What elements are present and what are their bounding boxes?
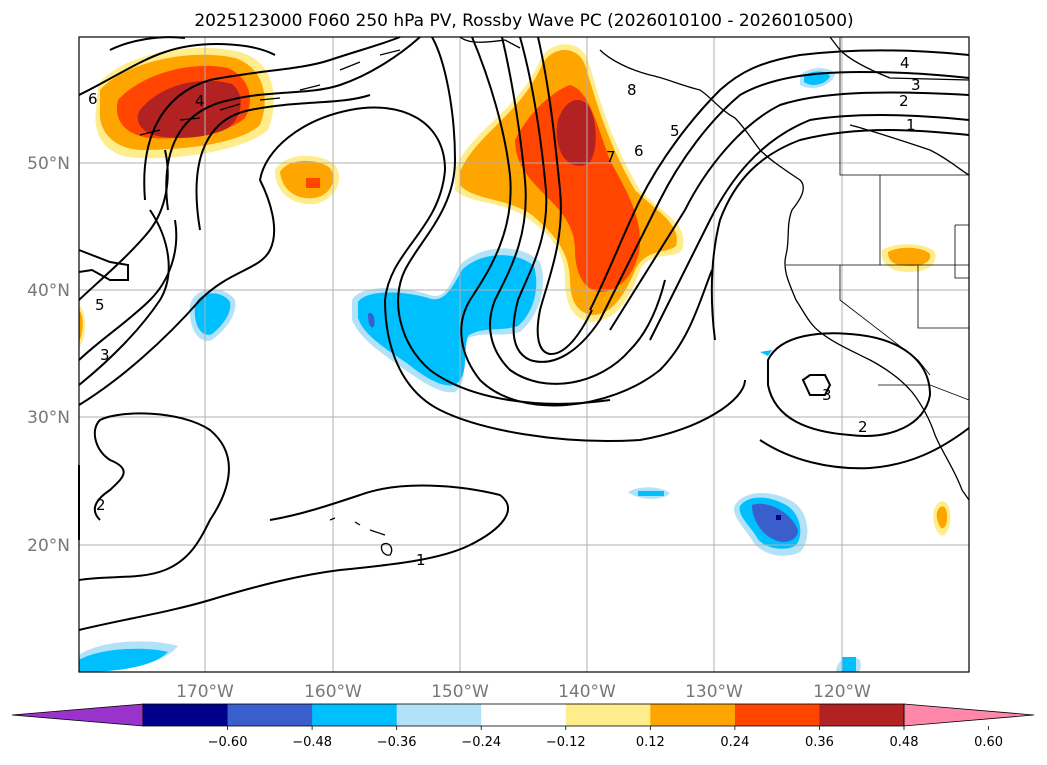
- lon-label: 130°W: [685, 682, 743, 702]
- colorbar-segment: [312, 704, 398, 726]
- colorbar-tick-label: −0.36: [377, 735, 417, 750]
- colorbar-segment: [481, 704, 567, 726]
- warm-anomaly-small-central: [275, 155, 339, 205]
- contour-label: 1: [906, 116, 916, 134]
- contour-label: 6: [634, 142, 644, 160]
- figure-title: 2025123000 F060 250 hPa PV, Rossby Wave …: [194, 11, 853, 31]
- lat-label: 20°N: [27, 536, 70, 556]
- contour-label: 2: [96, 496, 106, 514]
- contour-label-group: 6 4 8 7 6 5 4 3 2 1 5 3 2 1 3 2: [88, 54, 921, 569]
- colorbar-tick-label: −0.24: [461, 735, 501, 750]
- warm-anomaly-nw-pacific: [95, 47, 274, 159]
- lon-label: 120°W: [813, 682, 871, 702]
- lon-label: 170°W: [176, 682, 234, 702]
- colorbar-segment: [396, 704, 482, 726]
- lat-label: 30°N: [27, 408, 70, 428]
- contour-label: 6: [88, 90, 98, 108]
- contour-label: 1: [416, 551, 426, 569]
- colorbar-tick-label: −0.12: [546, 735, 586, 750]
- warm-anomaly-baja: [933, 501, 951, 536]
- colorbar: −0.60 −0.48 −0.36 −0.24 −0.12 0.12 0.24 0.36 0.4…: [11, 703, 1035, 750]
- contour-label: 2: [858, 418, 868, 436]
- colorbar-segment: [819, 704, 905, 726]
- colorbar-tick-label: 0.60: [974, 735, 1003, 750]
- cool-anomaly-subtropical: [733, 493, 808, 556]
- longitude-labels: 170°W 160°W 150°W 140°W 130°W 120°W: [176, 682, 871, 702]
- colorbar-segment: [227, 704, 313, 726]
- colorbar-tick-label: 0.48: [890, 735, 919, 750]
- colorbar-segment: [650, 704, 736, 726]
- colorbar-tick-label: 0.24: [720, 735, 749, 750]
- lat-label: 40°N: [27, 281, 70, 301]
- cool-anomaly-small-patches: [79, 68, 861, 672]
- contour-label: 8: [627, 81, 637, 99]
- state-borders: [786, 37, 970, 401]
- colorbar-tick-label: 0.12: [636, 735, 665, 750]
- contour-label: 5: [670, 122, 680, 140]
- cool-anomaly-west-small: [189, 289, 236, 341]
- contour-label: 4: [900, 54, 910, 72]
- warm-anomaly-gulf-of-alaska: [455, 44, 684, 322]
- colorbar-segment: [734, 704, 820, 726]
- colorbar-extend-low: [11, 703, 144, 727]
- warm-anomaly-west-edge: [79, 305, 86, 348]
- colorbar-tick-label: 0.36: [805, 735, 834, 750]
- contour-label: 3: [822, 386, 832, 404]
- colorbar-tick-label: −0.48: [292, 735, 332, 750]
- contour-label: 3: [100, 346, 110, 364]
- map-border: [78, 36, 970, 673]
- contour-label: 5: [95, 296, 105, 314]
- cool-anomaly-central-pacific: [352, 248, 544, 393]
- lat-label: 50°N: [27, 154, 70, 174]
- contour-label: 7: [606, 148, 616, 166]
- coastlines: [139, 36, 970, 556]
- lon-label: 160°W: [304, 682, 362, 702]
- colorbar-tick-label: −0.60: [208, 735, 248, 750]
- colorbar-border: [142, 703, 905, 727]
- lon-label: 140°W: [558, 682, 616, 702]
- contour-label: 2: [899, 92, 909, 110]
- contour-label: 4: [195, 92, 205, 110]
- colorbar-segment: [143, 704, 229, 726]
- latitude-labels: 50°N 40°N 30°N 20°N: [27, 154, 70, 556]
- lon-label: 150°W: [431, 682, 489, 702]
- map-panel: 6 4 8 7 6 5 4 3 2 1 5 3 2 1 3 2: [78, 36, 970, 673]
- contour-label: 3: [911, 76, 921, 94]
- colorbar-extend-high: [903, 703, 1035, 727]
- colorbar-segment: [565, 704, 651, 726]
- pv-contours: [78, 36, 970, 631]
